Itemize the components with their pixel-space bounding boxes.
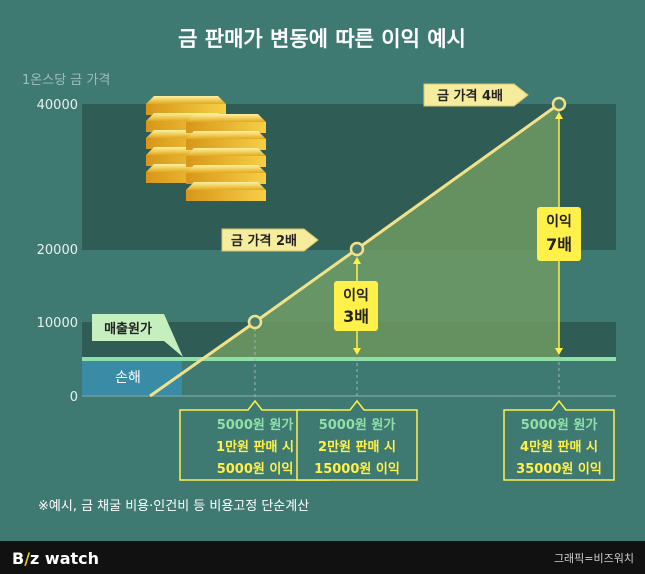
point-callouts: 금 가격 2배 금 가격 4배 <box>221 83 529 252</box>
profit-arrow-head-top <box>353 257 361 264</box>
info-box-2-line2: 2만원 판매 시 <box>318 439 396 455</box>
brand-logo-slash: / <box>24 549 30 568</box>
gold-bars-illustration <box>146 96 266 201</box>
profit-arrow-head-bottom <box>555 348 563 355</box>
y-tick-label: 40000 <box>37 98 78 113</box>
gold-bar-top <box>186 165 266 173</box>
loss-label: 손해 <box>115 370 141 386</box>
gold-bar-top <box>146 96 226 104</box>
profit-note-7x-line2: 7배 <box>546 235 572 254</box>
gold-bar-side <box>186 139 266 150</box>
gold-bar-top <box>186 182 266 190</box>
gold-bar-side <box>146 104 226 115</box>
profit-note-3x-line1: 이익 <box>343 287 369 304</box>
gold-bar-side <box>186 122 266 133</box>
gold-bar-side <box>186 190 266 201</box>
y-tick-label: 20000 <box>37 243 78 258</box>
info-box-3: 5000원 원가 4만원 판매 시 35000원 이익 <box>503 399 615 481</box>
profit-arrow-head-top <box>555 112 563 119</box>
profit-area <box>202 104 559 359</box>
profit-note-7x-line1: 이익 <box>546 213 572 230</box>
price-line <box>149 102 560 398</box>
callout-2x-label: 금 가격 2배 <box>231 233 297 249</box>
y-axis-label: 1온스당 금 가격 <box>22 73 110 88</box>
footnote: ※예시, 금 채굴 비용·인건비 등 비용고정 단순계산 <box>38 499 309 514</box>
brand-logo-part1: B <box>12 549 24 568</box>
gold-bar-top <box>186 114 266 122</box>
y-axis: 0 10000 20000 40000 <box>37 98 78 405</box>
cost-label-callout: 매출원가 <box>92 314 183 357</box>
loss-band <box>82 359 182 395</box>
cost-label: 매출원가 <box>104 321 152 337</box>
info-box-1-line2: 1만원 판매 시 <box>216 439 294 455</box>
data-points <box>247 96 567 330</box>
profit-note-7x: 이익 7배 <box>537 207 581 261</box>
y-tick-label: 0 <box>70 390 78 405</box>
data-point <box>349 241 365 257</box>
gold-bar-side <box>186 156 266 167</box>
gold-bar-top <box>186 148 266 156</box>
callout-4x-label: 금 가격 4배 <box>437 88 503 104</box>
graphic-credit: 그래픽=비즈워치 <box>554 552 634 565</box>
footer-bar <box>0 541 645 574</box>
info-box-2-line3: 15000원 이익 <box>314 461 400 477</box>
y-tick-label: 10000 <box>37 316 78 331</box>
callout-2x: 금 가격 2배 <box>221 228 319 252</box>
info-box-3-line2: 4만원 판매 시 <box>520 439 598 455</box>
gold-bar-side <box>186 173 266 184</box>
info-box-2: 5000원 원가 2만원 판매 시 15000원 이익 <box>296 399 418 481</box>
info-box-1-line1: 5000원 원가 <box>217 418 294 433</box>
data-point <box>247 314 263 330</box>
chart-title: 금 판매가 변동에 따른 이익 예시 <box>178 27 466 51</box>
data-point <box>551 96 567 112</box>
info-box-1-line3: 5000원 이익 <box>217 461 294 477</box>
profit-arrow-head-bottom <box>353 348 361 355</box>
callout-4x: 금 가격 4배 <box>423 83 529 107</box>
info-box-3-line3: 35000원 이익 <box>516 461 602 477</box>
info-box-2-line1: 5000원 원가 <box>319 418 396 433</box>
brand-logo: B/z watch <box>12 549 99 568</box>
profit-note-3x-line2: 3배 <box>343 307 369 326</box>
info-box-3-line1: 5000원 원가 <box>521 418 598 433</box>
gold-bar-top <box>186 131 266 139</box>
info-box-1: 5000원 원가 1만원 판매 시 5000원 이익 <box>179 399 331 481</box>
profit-note-3x: 이익 3배 <box>334 281 378 331</box>
brand-logo-part3: z watch <box>30 549 99 568</box>
